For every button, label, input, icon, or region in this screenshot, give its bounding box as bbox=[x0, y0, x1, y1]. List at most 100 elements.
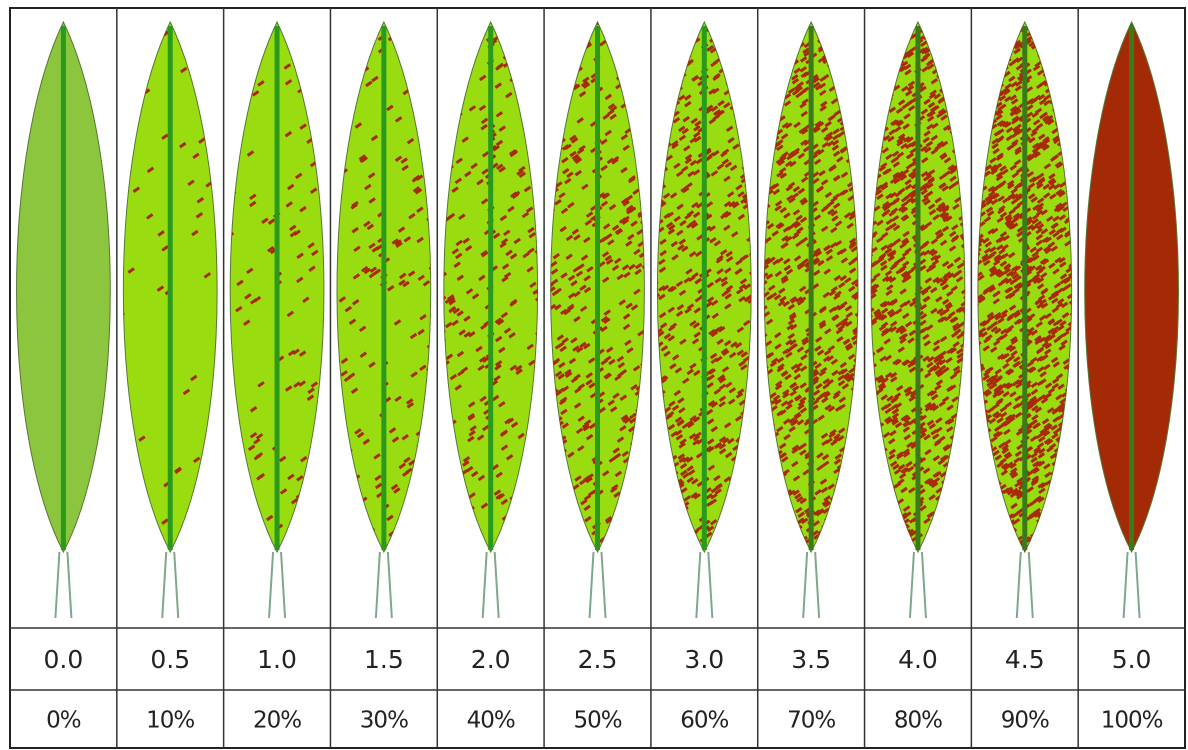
lesion bbox=[752, 81, 759, 87]
lesion bbox=[566, 489, 573, 495]
lesion bbox=[865, 323, 872, 329]
lesion bbox=[652, 448, 659, 454]
lesion bbox=[997, 545, 1004, 551]
lesion bbox=[969, 458, 976, 464]
lesion bbox=[774, 106, 781, 112]
lesion bbox=[972, 539, 979, 545]
lesion bbox=[740, 61, 747, 67]
lesion bbox=[882, 499, 889, 505]
lesion bbox=[943, 520, 950, 526]
lesion bbox=[444, 31, 451, 37]
lesion bbox=[1070, 535, 1077, 541]
lesion bbox=[989, 548, 996, 554]
lesion bbox=[1003, 31, 1010, 37]
lesion bbox=[1067, 396, 1074, 402]
lesion bbox=[759, 449, 766, 455]
lesion bbox=[1062, 517, 1069, 523]
lesion bbox=[855, 395, 862, 401]
lesion bbox=[873, 132, 880, 138]
lesion bbox=[723, 533, 730, 539]
stem bbox=[269, 552, 285, 618]
lesion bbox=[867, 85, 874, 91]
lesion bbox=[440, 430, 447, 436]
lesion bbox=[759, 38, 766, 44]
lesion bbox=[651, 70, 658, 76]
lesion bbox=[943, 91, 950, 97]
lesion bbox=[971, 225, 978, 231]
lesion bbox=[655, 514, 662, 520]
lesion bbox=[934, 517, 941, 523]
lesion bbox=[443, 408, 450, 414]
stem bbox=[483, 552, 499, 618]
lesion bbox=[659, 86, 666, 92]
lesion bbox=[551, 474, 558, 480]
lesion bbox=[642, 80, 649, 86]
lesion bbox=[875, 20, 882, 26]
leaf bbox=[863, 18, 980, 618]
lesion bbox=[185, 546, 192, 552]
lesion bbox=[1050, 502, 1057, 508]
lesion bbox=[728, 534, 735, 540]
lesion bbox=[410, 71, 417, 77]
lesion bbox=[969, 126, 976, 132]
lesion bbox=[972, 505, 979, 511]
lesion bbox=[979, 97, 986, 103]
lesion bbox=[937, 49, 944, 55]
lesion bbox=[456, 98, 463, 104]
stem bbox=[55, 552, 71, 618]
lesion bbox=[663, 518, 670, 524]
lesion bbox=[768, 132, 775, 138]
lesion bbox=[957, 422, 964, 428]
lesion bbox=[749, 530, 756, 536]
lesion bbox=[963, 391, 970, 397]
lesion bbox=[755, 105, 762, 111]
lesion bbox=[1068, 482, 1075, 488]
lesion bbox=[624, 523, 631, 529]
lesion bbox=[957, 413, 964, 419]
lesion bbox=[872, 69, 879, 75]
lesion bbox=[667, 487, 674, 493]
lesion bbox=[770, 105, 777, 111]
lesion bbox=[761, 154, 768, 160]
lesion bbox=[448, 67, 455, 73]
lesion bbox=[882, 96, 889, 102]
lesion bbox=[763, 33, 770, 39]
lesion bbox=[656, 43, 663, 49]
lesion bbox=[549, 20, 556, 26]
lesion bbox=[733, 84, 740, 90]
lesion bbox=[763, 533, 770, 539]
lesion bbox=[440, 405, 447, 411]
lesion bbox=[941, 521, 948, 527]
lesion bbox=[996, 68, 1003, 74]
lesion bbox=[448, 37, 455, 43]
lesion bbox=[571, 514, 578, 520]
lesion bbox=[738, 84, 745, 90]
lesion bbox=[976, 497, 983, 503]
lesion bbox=[417, 460, 424, 466]
lesion bbox=[739, 66, 746, 72]
lesion bbox=[452, 27, 459, 33]
lesion bbox=[744, 546, 751, 552]
lesion bbox=[832, 508, 839, 514]
lesion bbox=[626, 500, 633, 506]
lesion bbox=[758, 201, 765, 207]
lesion bbox=[879, 54, 886, 60]
lesion bbox=[630, 92, 637, 98]
lesion bbox=[980, 508, 987, 514]
lesion bbox=[1066, 470, 1073, 476]
lesion bbox=[873, 445, 880, 451]
lesion bbox=[801, 20, 808, 26]
lesion bbox=[551, 127, 558, 133]
lesion bbox=[966, 414, 973, 420]
lesion bbox=[841, 104, 848, 110]
lesion bbox=[868, 422, 875, 428]
lesion bbox=[985, 495, 992, 501]
lesion bbox=[778, 529, 785, 535]
lesion bbox=[856, 178, 863, 184]
lesion bbox=[651, 206, 658, 212]
lesion bbox=[542, 443, 549, 449]
lesion bbox=[862, 337, 869, 343]
lesion bbox=[641, 392, 648, 398]
lesion bbox=[422, 138, 429, 144]
lesion bbox=[570, 49, 577, 55]
